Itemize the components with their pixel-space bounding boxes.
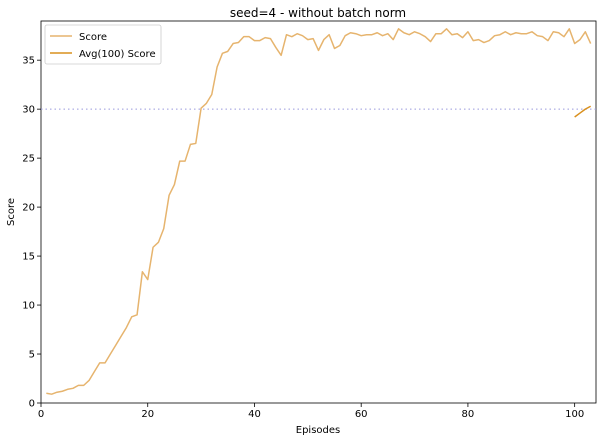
x-axis-label: Episodes bbox=[296, 425, 340, 436]
y-axis-label: Score bbox=[6, 198, 17, 226]
x-tick-label: 0 bbox=[38, 409, 44, 420]
y-tick-label: 30 bbox=[22, 105, 35, 116]
y-tick-label: 20 bbox=[22, 203, 35, 214]
x-tick-label: 20 bbox=[141, 409, 154, 420]
y-tick-label: 0 bbox=[29, 399, 35, 410]
y-tick-label: 35 bbox=[22, 56, 35, 67]
legend: Score Avg(100) Score bbox=[44, 24, 162, 65]
series-line-avg-100-score bbox=[574, 105, 592, 118]
x-tick-label: 60 bbox=[355, 409, 368, 420]
y-tick-label: 10 bbox=[22, 301, 35, 312]
plot-frame bbox=[40, 20, 597, 404]
legend-box bbox=[44, 24, 162, 65]
series-line-score bbox=[46, 28, 592, 395]
y-axis-ticks: 0 5 10 15 20 25 30 35 bbox=[22, 56, 41, 410]
y-tick-label: 5 bbox=[29, 350, 35, 361]
legend-label-avg100-score: Avg(100) Score bbox=[79, 49, 156, 60]
chart-title: seed=4 - without batch norm bbox=[230, 6, 406, 20]
series-layer bbox=[46, 28, 592, 395]
x-axis-ticks: 0 20 40 60 80 100 bbox=[38, 403, 584, 420]
legend-label-score: Score bbox=[79, 32, 107, 43]
y-tick-label: 15 bbox=[22, 252, 35, 263]
plot-area bbox=[40, 20, 597, 404]
x-tick-label: 80 bbox=[462, 409, 475, 420]
y-tick-label: 25 bbox=[22, 154, 35, 165]
x-tick-label: 40 bbox=[248, 409, 261, 420]
x-tick-label: 100 bbox=[565, 409, 584, 420]
